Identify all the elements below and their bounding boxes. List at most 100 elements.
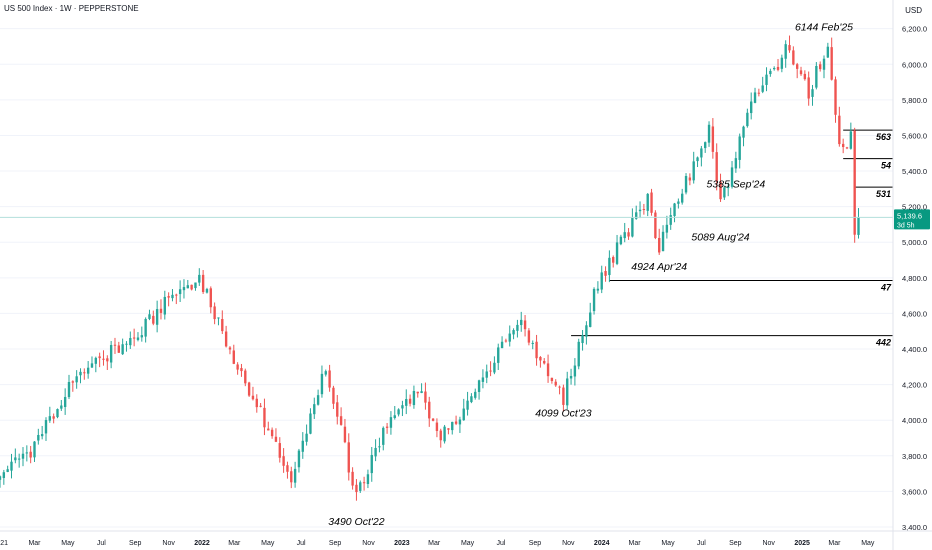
y-tick-label: 4,800.0 bbox=[902, 274, 927, 283]
price-badge-countdown: 3d 5h bbox=[897, 222, 915, 229]
candle-body bbox=[83, 372, 86, 374]
candle-body bbox=[604, 271, 607, 276]
candle-body bbox=[585, 325, 588, 337]
candle-body bbox=[167, 296, 170, 298]
x-tick-label: Jul bbox=[297, 540, 306, 547]
candle-body bbox=[178, 289, 182, 295]
candle-body bbox=[75, 376, 78, 383]
candle-body bbox=[6, 469, 9, 472]
x-tick-label: Sep bbox=[129, 540, 142, 547]
candle-body bbox=[332, 387, 335, 404]
candles bbox=[0, 35, 893, 501]
candle-body bbox=[516, 324, 519, 331]
candle-body bbox=[681, 193, 684, 203]
candle-body bbox=[17, 458, 21, 460]
candle-body bbox=[504, 340, 508, 342]
level-label: 563 bbox=[876, 132, 891, 142]
candle-body bbox=[382, 427, 385, 445]
candle-body bbox=[263, 407, 266, 428]
candle-body bbox=[841, 143, 845, 148]
candle-body bbox=[481, 377, 485, 382]
candle-body bbox=[293, 468, 297, 483]
candle-body bbox=[0, 476, 2, 480]
candle-body bbox=[71, 381, 75, 383]
candle-body bbox=[715, 152, 718, 182]
candle-body bbox=[443, 426, 446, 442]
candle-body bbox=[435, 422, 439, 431]
candle-body bbox=[424, 391, 427, 403]
x-tick-label: 2024 bbox=[594, 540, 610, 547]
candle-body bbox=[592, 288, 596, 312]
candle-body bbox=[259, 405, 262, 407]
candle-body bbox=[401, 405, 404, 409]
candle-body bbox=[688, 177, 692, 181]
x-tick-label: Sep bbox=[329, 540, 342, 547]
candle-body bbox=[535, 341, 538, 359]
candle-body bbox=[761, 85, 764, 92]
candle-body bbox=[635, 212, 638, 219]
candle-body bbox=[658, 237, 661, 253]
candle-body bbox=[723, 187, 726, 198]
candle-body bbox=[573, 365, 577, 377]
candle-body bbox=[600, 272, 603, 290]
candle-body bbox=[642, 209, 646, 211]
x-tick-label: 2025 bbox=[794, 540, 810, 547]
candle-body bbox=[25, 452, 29, 454]
x-tick-label: May bbox=[661, 540, 675, 547]
candle-body bbox=[94, 357, 98, 364]
candle-body bbox=[546, 363, 550, 377]
x-tick-label: May bbox=[461, 540, 475, 547]
candle-body bbox=[466, 400, 469, 410]
candle-body bbox=[458, 419, 462, 425]
candle-body bbox=[773, 68, 776, 70]
candle-body bbox=[278, 443, 281, 458]
candle-body bbox=[21, 453, 25, 459]
candle-body bbox=[136, 337, 140, 340]
level-label: 47 bbox=[880, 283, 892, 293]
candle-body bbox=[232, 350, 235, 364]
candle-body bbox=[144, 318, 147, 337]
candle-body bbox=[132, 337, 136, 339]
candle-body bbox=[795, 64, 799, 69]
y-tick-label: 5,600.0 bbox=[902, 131, 927, 140]
y-tick-label: 6,000.0 bbox=[902, 60, 927, 69]
candle-body bbox=[428, 401, 431, 419]
candle-body bbox=[247, 382, 251, 396]
candle-body bbox=[696, 157, 699, 162]
candle-body bbox=[29, 451, 32, 458]
candle-body bbox=[182, 287, 186, 291]
level-label: 442 bbox=[875, 338, 891, 348]
candle-body bbox=[198, 274, 201, 283]
candle-body bbox=[420, 391, 423, 394]
candle-body bbox=[558, 386, 561, 388]
candle-body bbox=[2, 472, 6, 478]
candle-body bbox=[497, 347, 500, 363]
candle-body bbox=[56, 409, 59, 418]
chart-title: US 500 Index · 1W · PEPPERSTONE bbox=[4, 4, 139, 13]
candle-body bbox=[769, 70, 772, 75]
candle-body bbox=[148, 314, 151, 319]
candle-body bbox=[500, 341, 504, 349]
candle-body bbox=[485, 371, 488, 378]
candle-body bbox=[67, 381, 71, 398]
x-tick-label: Mar bbox=[629, 540, 642, 547]
y-tick-label: 3,800.0 bbox=[902, 452, 927, 461]
candle-body bbox=[52, 416, 55, 419]
candle-body bbox=[209, 288, 212, 308]
candle-body bbox=[818, 64, 822, 70]
candle-body bbox=[619, 236, 623, 245]
candle-body bbox=[489, 370, 492, 372]
candle-body bbox=[447, 428, 450, 430]
candle-body bbox=[385, 426, 389, 428]
candle-body bbox=[359, 482, 362, 491]
candle-body bbox=[684, 175, 688, 193]
candle-body bbox=[109, 345, 113, 363]
candle-body bbox=[431, 418, 435, 421]
candle-body bbox=[152, 315, 155, 324]
candle-body bbox=[44, 420, 48, 434]
candle-body bbox=[270, 429, 274, 437]
annotations: 6144 Feb'25 5385 Sep'24 5089 Aug'24 4924 Ap… bbox=[328, 22, 853, 528]
candle-body bbox=[512, 330, 515, 335]
price-annotation: 5089 Aug'24 bbox=[691, 231, 749, 243]
